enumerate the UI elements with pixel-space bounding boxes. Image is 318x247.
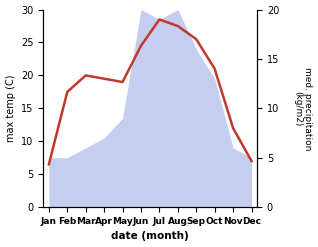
- X-axis label: date (month): date (month): [111, 231, 189, 242]
- Y-axis label: max temp (C): max temp (C): [5, 75, 16, 142]
- Y-axis label: med. precipitation
(kg/m2): med. precipitation (kg/m2): [293, 67, 313, 150]
